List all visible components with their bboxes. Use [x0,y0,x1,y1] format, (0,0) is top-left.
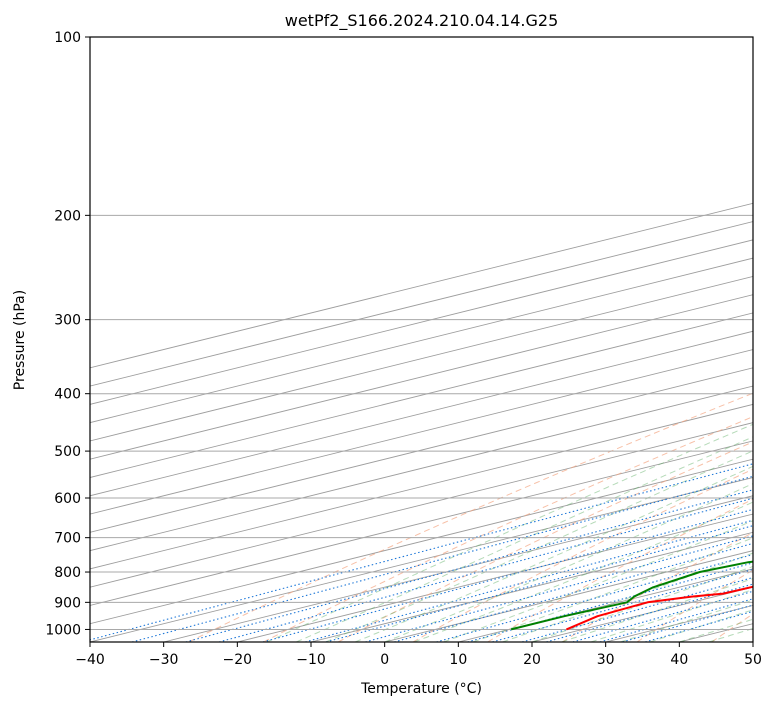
y-tick-label: 300 [54,313,81,329]
isotherm-line [384,550,753,642]
x-tick-label: 10 [449,652,467,668]
mixing-ratio-line [218,497,753,642]
plot-frame [89,36,754,643]
mixing-ratio-line [394,542,753,642]
moist-adiabat-line [708,627,753,642]
isotherm-line [90,422,753,588]
y-axis-label: Pressure (hPa) [12,290,28,390]
isotherm-line [90,202,753,369]
mixing-ratio-line [492,568,753,642]
mixing-ratio-line [131,475,753,642]
dry-adiabat-line [487,498,753,642]
x-tick-label: −10 [296,652,326,668]
mixing-ratio-line [305,519,753,642]
mixing-ratio-line [599,598,753,642]
x-tick-label: 20 [523,652,541,668]
background-lines [90,202,753,642]
isotherm-line [90,403,753,570]
moist-adiabat-line [296,436,753,642]
dry-adiabat-line [263,416,753,642]
isotherm-line [752,641,753,642]
y-tick-label: 200 [54,208,81,224]
isotherm-line [90,385,753,552]
moist-adiabat-line [502,552,753,642]
isotherm-line [90,440,753,606]
dry-adiabat-line [636,569,753,642]
isotherm-line [679,623,753,642]
x-tick-label: 50 [744,652,762,668]
pressure-gridlines [90,37,753,630]
x-tick-label: −30 [149,652,179,668]
y-tick-label: 100 [54,30,81,46]
moist-adiabat-line [590,589,753,642]
isotherm-line [90,257,753,424]
x-tick-label: 0 [380,652,389,668]
y-tick-label: 600 [54,491,81,507]
dry-adiabat-line [337,441,753,642]
isotherm-line [310,531,753,642]
isotherm-line [90,275,753,442]
isotherm-line [531,586,753,642]
chart-title: wetPf2_S166.2024.210.04.14.G25 [285,11,559,31]
y-tick-label: 1000 [45,622,81,638]
x-axis-label: Temperature (°C) [360,681,482,697]
isotherm-line [90,312,753,478]
isotherm-line [90,458,753,625]
isotherm-line [163,495,753,642]
isotherm-line [458,568,753,642]
mixing-ratio-line [467,562,753,642]
sounding-profiles [510,560,753,631]
mixing-ratio-line [325,525,753,642]
isotherm-line [90,330,753,497]
isotherm-line [90,294,753,460]
y-tick-label: 900 [54,595,81,611]
x-axis: −40 −30 −20 −10 0 10 20 30 40 50 [75,642,762,668]
dry-adiabat-line [188,392,753,642]
mixing-ratio-line [622,604,753,642]
y-tick-label: 400 [54,387,81,403]
x-tick-label: −20 [223,652,253,668]
mixing-ratio-line [90,463,753,641]
y-tick-label: 500 [54,444,81,460]
dewpoint-profile-line [510,560,753,631]
isotherm-line [90,477,753,642]
isotherm-line [90,221,753,387]
mixing-ratio-line [262,508,753,642]
x-tick-label: 40 [670,652,688,668]
x-tick-label: −40 [75,652,105,668]
dry-adiabat-line [562,531,753,642]
y-axis: 100 200 300 400 500 600 700 800 900 1000 [45,30,90,638]
x-tick-label: 30 [597,652,615,668]
y-tick-label: 700 [54,531,81,547]
isotherm-line [237,513,753,642]
mixing-ratio-line [185,489,753,642]
mixing-ratio-line [436,553,753,642]
mixing-ratio-line [365,535,753,642]
y-tick-label: 800 [54,565,81,581]
temperature-profile-line [566,585,753,631]
isotherm-line [90,239,753,405]
